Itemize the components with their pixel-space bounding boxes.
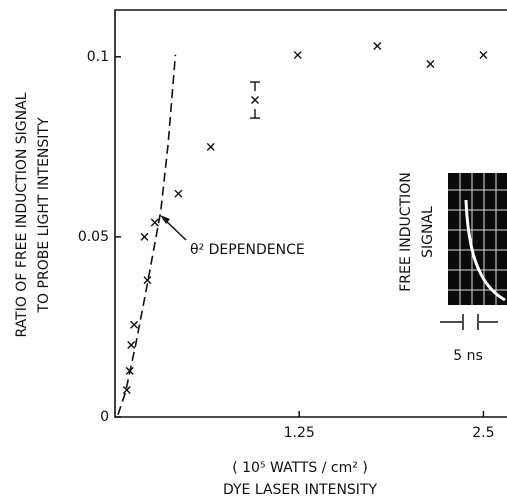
data-point: [150, 218, 159, 227]
y-tick-label: 0.05: [78, 229, 109, 245]
y-tick-label: 0: [100, 409, 109, 425]
data-point: [130, 320, 139, 329]
marker-stroke: [206, 142, 215, 151]
y-tick-label: 0.1: [87, 49, 109, 65]
x-tick-label: 1.25: [284, 425, 315, 441]
data-point: [206, 142, 215, 151]
data-point: [293, 51, 302, 60]
arrow-head: [160, 215, 170, 224]
marker-stroke: [140, 232, 149, 241]
error-bar: [250, 81, 260, 119]
inset-label: FREE INDUCTION: [398, 172, 414, 292]
marker-stroke: [130, 320, 139, 329]
marker-stroke: [127, 340, 136, 349]
x-axis-label: ( 10⁵ WATTS / cm² ): [232, 460, 368, 476]
x-tick-label: 2.5: [472, 425, 494, 441]
marker-stroke: [150, 218, 159, 227]
annotation: θ² DEPENDENCE: [190, 242, 305, 258]
marker-stroke: [143, 276, 152, 285]
data-point: [174, 189, 183, 198]
inset-trace: [464, 199, 506, 302]
data-point: [127, 340, 136, 349]
y-axis-label: RATIO OF FREE INDUCTION SIGNAL: [14, 92, 30, 337]
marker-stroke: [251, 96, 259, 105]
marker-stroke: [373, 42, 382, 51]
marker-stroke: [293, 51, 302, 60]
data-point: [143, 276, 152, 285]
time-scale-label: 5 ns: [453, 348, 483, 364]
marker-stroke: [122, 385, 131, 394]
marker-stroke: [479, 51, 488, 60]
inset-label: SIGNAL: [420, 206, 436, 258]
marker-stroke: [426, 60, 435, 69]
data-point: [122, 385, 131, 394]
curve: [117, 54, 177, 416]
data-point: [479, 51, 488, 60]
inset-oscillogram: [448, 173, 507, 305]
y-axis-label: TO PROBE LIGHT INTENSITY: [36, 117, 52, 313]
inset-screen: [448, 173, 507, 305]
data-point: [373, 42, 382, 51]
time-scale-bar: [440, 314, 498, 330]
data-point: [426, 60, 435, 69]
data-point: [251, 96, 259, 105]
axes-frame: [114, 9, 507, 418]
marker-stroke: [174, 189, 183, 198]
data-point: [140, 232, 149, 241]
inset-grid: [448, 173, 507, 305]
x-axis-label: DYE LASER INTENSITY: [223, 482, 378, 498]
